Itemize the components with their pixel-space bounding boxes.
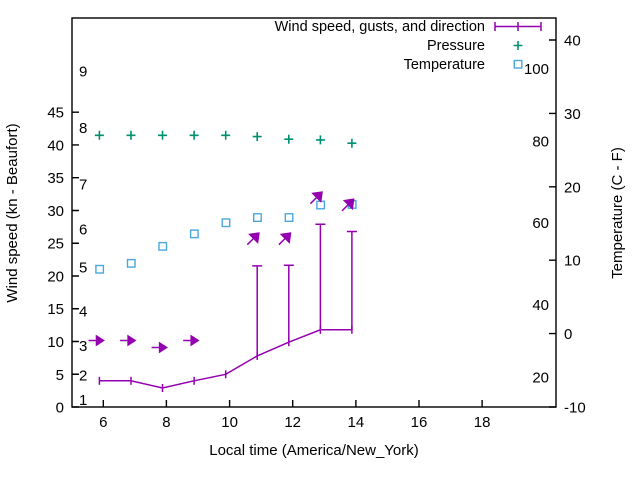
- fahrenheit-label-100: 100: [524, 61, 549, 78]
- left-tick-label-15: 15: [47, 301, 64, 318]
- legend-errorbar-icon: [494, 22, 542, 31]
- beaufort-label-2: 2: [79, 367, 87, 384]
- fahrenheit-label-60: 60: [532, 215, 549, 232]
- wind-direction-arrow-w: [183, 334, 200, 347]
- pressure-point: [94, 130, 104, 140]
- wind-speed-line: [99, 329, 352, 389]
- left-axis-ticks: [72, 111, 79, 408]
- beaufort-label-3: 3: [79, 338, 87, 355]
- bottom-axis: 6 8 10 12 14 16 18: [99, 400, 490, 431]
- beaufort-label-5: 5: [79, 260, 87, 277]
- bottom-tick-label-18: 18: [474, 414, 491, 431]
- gust-bars: [252, 223, 357, 356]
- wind-direction-arrow-sw: [341, 198, 355, 212]
- bottom-tick-label-16: 16: [411, 414, 428, 431]
- right-tick-label-10: 10: [564, 253, 581, 270]
- pressure-point: [252, 132, 262, 142]
- pressure-point: [221, 130, 231, 140]
- wind-direction-arrow-sw: [246, 232, 260, 246]
- fahrenheit-label-20: 20: [532, 370, 549, 387]
- pressure-series: [94, 130, 357, 148]
- legend-square-icon: [513, 59, 523, 69]
- wind-direction-arrow-w: [120, 334, 137, 347]
- wind-direction-arrow-sw: [309, 191, 323, 205]
- fahrenheit-label-80: 80: [532, 133, 549, 150]
- gust-bar: [346, 230, 357, 330]
- temperature-series: [95, 199, 357, 274]
- gust-bar: [283, 264, 294, 343]
- beaufort-label-4: 4: [79, 304, 87, 321]
- left-tick-label-35: 35: [47, 170, 64, 187]
- gust-bar: [252, 265, 263, 356]
- bottom-tick-label-12: 12: [284, 414, 301, 431]
- wind-speed-series: [98, 325, 353, 392]
- left-tick-label-20: 20: [47, 268, 64, 285]
- legend-label-wind: Wind speed, gusts, and direction: [275, 19, 485, 35]
- pressure-point: [347, 138, 357, 148]
- pressure-point: [158, 130, 167, 140]
- beaufort-label-7: 7: [79, 177, 87, 194]
- beaufort-label-9: 9: [79, 63, 87, 80]
- left-tick-label-5: 5: [56, 367, 64, 384]
- chart-legend: Wind speed, gusts, and direction Pressur…: [275, 19, 542, 73]
- bottom-tick-label-14: 14: [348, 414, 365, 431]
- wind-direction-arrow-w: [151, 341, 168, 354]
- bottom-tick-label-6: 6: [99, 414, 107, 431]
- right-axis-ticks: [549, 39, 556, 408]
- fahrenheit-label-40: 40: [532, 297, 549, 314]
- right-axis-title: Temperature (C - F): [609, 147, 626, 279]
- right-axis-celsius: -10 0 10 20 30 40: [549, 33, 586, 417]
- left-axis-title: Wind speed (kn - Beaufort): [4, 123, 21, 302]
- bottom-tick-label-10: 10: [221, 414, 238, 431]
- temperature-point: [189, 229, 199, 239]
- right-tick-label-20: 20: [564, 179, 581, 196]
- temperature-point: [252, 213, 262, 223]
- fahrenheit-scale-labels: 20 40 60 80 100: [524, 61, 549, 387]
- left-tick-label-30: 30: [47, 203, 64, 220]
- left-axis: 0 5 10 15 20 25 30 35 40 45: [47, 105, 79, 417]
- right-tick-label-30: 30: [564, 106, 581, 123]
- wind-direction-arrow-w: [88, 334, 105, 347]
- beaufort-scale-labels: 1 2 3 4 5 6 7 8 9: [79, 63, 87, 409]
- beaufort-label-8: 8: [79, 120, 87, 137]
- temperature-point: [284, 213, 294, 223]
- right-tick-label-40: 40: [564, 33, 581, 50]
- pressure-point: [126, 130, 136, 140]
- temperature-point: [316, 200, 326, 210]
- legend-label-temperature: Temperature: [404, 57, 485, 73]
- plot-frame: [71, 17, 557, 408]
- left-tick-label-45: 45: [47, 105, 64, 122]
- legend-plus-icon: [513, 41, 523, 50]
- gust-bar: [315, 223, 326, 330]
- left-tick-label-25: 25: [47, 236, 64, 253]
- left-tick-label-0: 0: [56, 400, 64, 417]
- pressure-point: [189, 130, 199, 140]
- right-tick-label-m10: -10: [564, 400, 586, 417]
- temperature-point: [95, 264, 105, 274]
- left-tick-label-40: 40: [47, 137, 64, 154]
- pressure-point: [284, 134, 294, 144]
- wind-direction-arrows: [88, 191, 355, 354]
- beaufort-label-1: 1: [79, 392, 87, 409]
- pressure-point: [315, 135, 325, 145]
- legend-label-pressure: Pressure: [427, 38, 485, 54]
- temperature-point: [221, 218, 231, 228]
- temperature-point: [158, 241, 168, 251]
- right-tick-label-0: 0: [564, 326, 572, 343]
- wind-direction-arrow-sw: [278, 232, 292, 246]
- left-tick-label-10: 10: [47, 334, 64, 351]
- temperature-point: [126, 258, 136, 268]
- beaufort-label-6: 6: [79, 221, 87, 238]
- bottom-axis-title: Local time (America/New_York): [209, 442, 419, 459]
- bottom-axis-ticks: [102, 400, 483, 407]
- bottom-tick-label-8: 8: [162, 414, 170, 431]
